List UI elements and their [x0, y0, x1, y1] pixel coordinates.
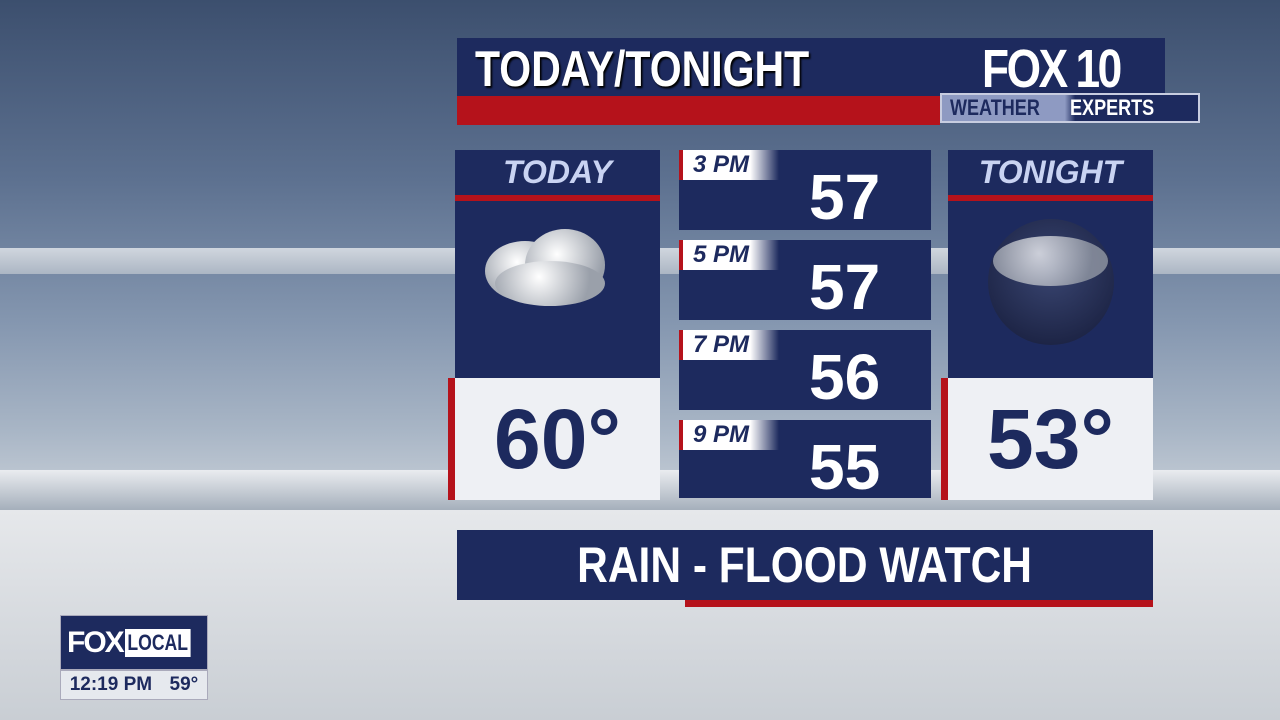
night-rain-cloud-icon [948, 201, 1153, 371]
hour-label: 7 PM [679, 330, 779, 360]
rain-cloud-icon [455, 201, 660, 371]
today-panel: TODAY [455, 150, 660, 378]
local-logo-text: LOCAL [124, 628, 191, 657]
hour-temp: 55 [809, 431, 881, 503]
hourly-row: 7 PM 56 [679, 330, 931, 413]
today-label: TODAY [502, 154, 613, 190]
hour-temp: 56 [809, 341, 881, 413]
fox-local-logo: FOX LOCAL [60, 615, 208, 670]
hour-label: 9 PM [679, 420, 779, 450]
hourly-row: 9 PM 55 [679, 420, 931, 503]
current-time: 12:19 PM [69, 674, 153, 695]
header-bar [457, 38, 1165, 96]
condition-text: RAIN - FLOOD WATCH [577, 537, 1033, 593]
time-temp-strip: 12:19 PM 59° [60, 670, 208, 700]
fox10-logo: FOX 10 [982, 39, 1122, 99]
fox-logo-text: FOX [67, 625, 125, 659]
condition-banner: RAIN - FLOOD WATCH [457, 530, 1153, 600]
hourly-row: 5 PM 57 [679, 240, 931, 323]
today-temp: 60° [448, 378, 660, 500]
tonight-temp: 53° [941, 378, 1153, 500]
hour-temp: 57 [809, 251, 881, 323]
tonight-panel: TONIGHT [948, 150, 1153, 378]
header-red-stripe [457, 96, 940, 125]
weather-experts-badge: WEATHER EXPERTS [940, 93, 1200, 123]
hour-label: 3 PM [679, 150, 779, 180]
hourly-row: 3 PM 57 [679, 150, 931, 233]
hour-temp: 57 [809, 161, 881, 233]
banner-red-stripe [685, 600, 1153, 607]
tagline-weather: WEATHER [950, 95, 1040, 120]
hour-label: 5 PM [679, 240, 779, 270]
tonight-label: TONIGHT [978, 154, 1123, 190]
page-title: TODAY/TONIGHT [475, 41, 810, 97]
current-temp: 59° [169, 674, 199, 695]
tagline-experts: EXPERTS [1069, 95, 1154, 120]
